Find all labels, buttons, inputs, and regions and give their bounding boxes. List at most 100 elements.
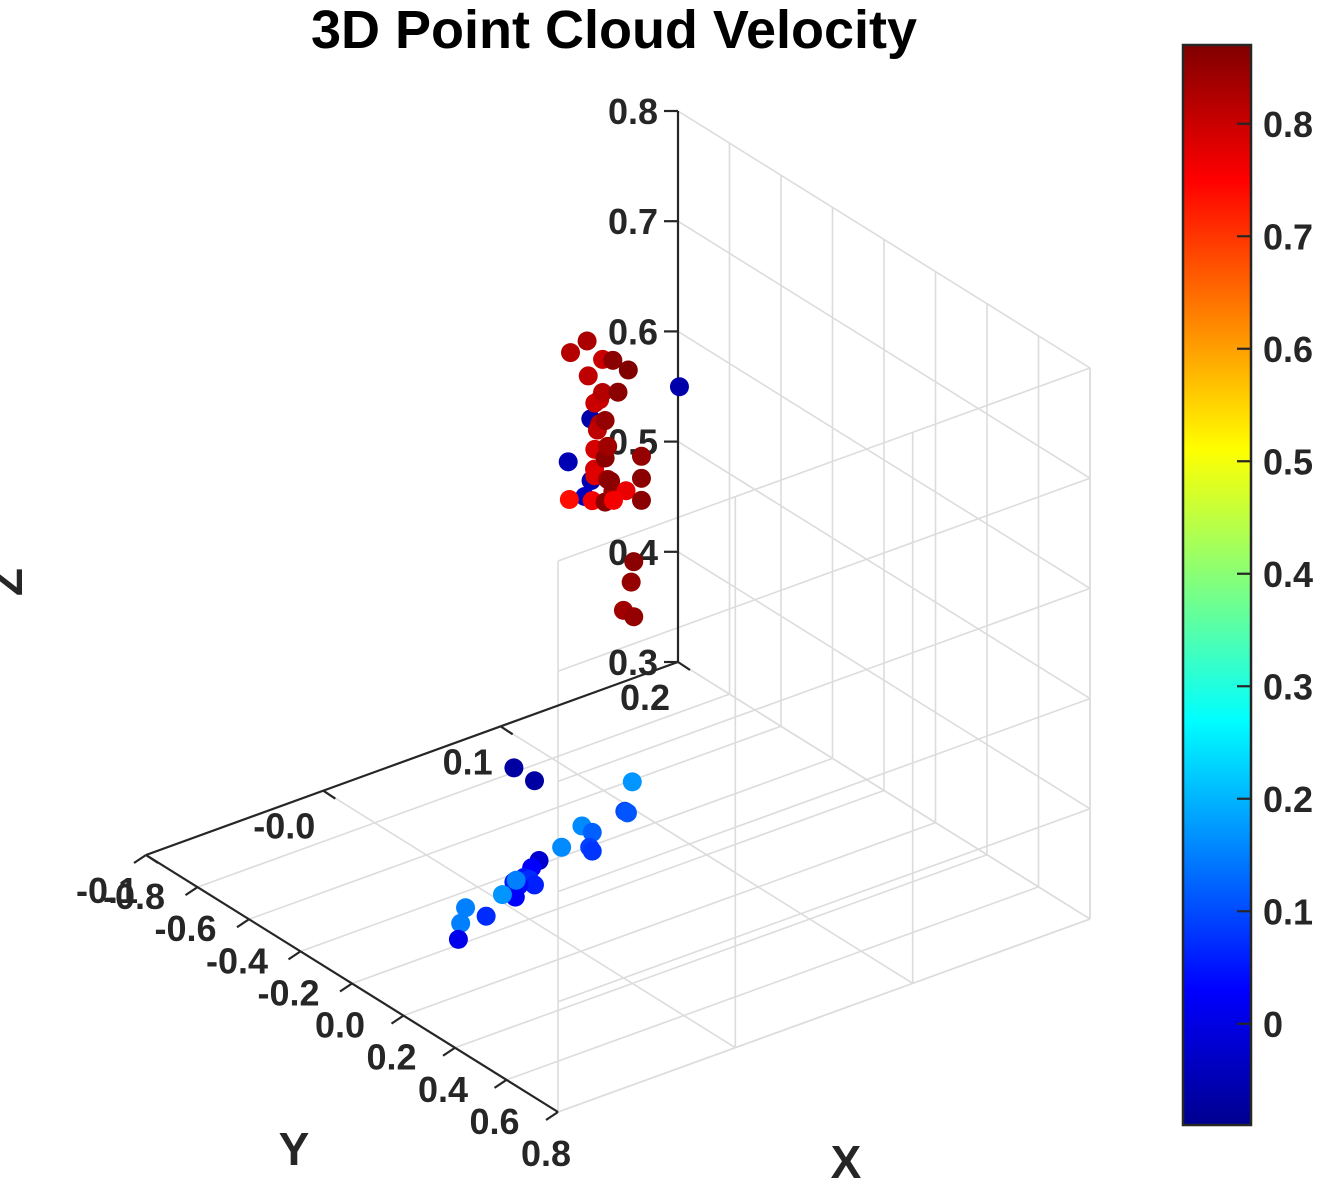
grid-line: [677, 440, 1091, 700]
data-point: [621, 572, 641, 592]
x-tick-label: 0.6: [469, 1101, 519, 1142]
x-tick-mark: [390, 1014, 405, 1025]
y-tick-mark: [500, 725, 514, 736]
grid-line: [557, 808, 1091, 1003]
data-point: [601, 471, 621, 491]
grid-line: [677, 330, 1091, 590]
x-tick-mark: [545, 1111, 559, 1121]
data-point: [456, 898, 476, 918]
data-point: [669, 377, 689, 397]
colorbar-tick-label: 0: [1263, 1004, 1283, 1045]
colorbar-tick-label: 0.8: [1263, 104, 1313, 145]
x-tick-mark: [339, 982, 353, 993]
data-point: [577, 331, 597, 351]
x-tick-label: -0.8: [103, 876, 165, 917]
data-point: [593, 382, 613, 402]
tick-labels: 0.30.40.50.60.70.8-0.1-0.00.10.2-0.8-0.6…: [76, 91, 670, 1174]
y-axis-label: Y: [279, 1123, 310, 1175]
data-point: [451, 913, 471, 933]
colorbar-tick-label: 0.4: [1263, 554, 1313, 595]
data-point: [631, 490, 651, 510]
x-tick-label: -0.6: [154, 908, 216, 949]
z-tick-label: 0.6: [608, 311, 658, 352]
y-tick-label: -0.0: [253, 806, 315, 847]
data-point: [524, 875, 544, 895]
data-point: [624, 607, 644, 627]
y-tick-label: 0.2: [620, 677, 670, 718]
grid-line: [677, 220, 1091, 479]
data-point: [617, 803, 637, 823]
colorbar-tick-label: 0.5: [1263, 441, 1313, 482]
grid-line: [557, 587, 1091, 783]
x-tick-mark: [493, 1078, 508, 1089]
z-axis-label: Z: [0, 568, 32, 596]
chart-title: 3D Point Cloud Velocity: [311, 0, 917, 60]
x-tick-mark: [442, 1046, 456, 1057]
y-tick-label: -0.1: [76, 870, 138, 911]
y-tick-mark: [322, 789, 336, 800]
data-point: [559, 489, 579, 509]
data-point: [624, 552, 644, 572]
colorbar-tick-label: 0.7: [1263, 216, 1313, 257]
z-tick-label: 0.8: [608, 91, 658, 132]
data-point: [578, 366, 598, 386]
data-point: [558, 452, 578, 472]
data-point: [582, 822, 602, 842]
grid-line: [351, 789, 885, 985]
grid-line: [454, 853, 988, 1049]
data-point: [476, 906, 496, 926]
grid-line: [506, 886, 1039, 1081]
z-tick-label: 0.7: [608, 201, 658, 242]
data-point: [448, 929, 468, 949]
x-tick-label: 0.0: [315, 1005, 365, 1046]
data-point: [492, 885, 512, 905]
grid-line: [197, 693, 730, 888]
data-points: [448, 331, 689, 949]
y-axis-line: [145, 660, 679, 857]
grid-line: [248, 725, 782, 921]
grid-line: [403, 821, 936, 1017]
colorbar-tick-label: 0.2: [1263, 779, 1313, 820]
data-point: [525, 771, 545, 791]
data-point: [561, 343, 581, 363]
colorbar-tick-label: 0.3: [1263, 666, 1313, 707]
colorbar-tick-label: 0.1: [1263, 891, 1313, 932]
y-tick-mark: [145, 854, 159, 864]
grid-line: [557, 697, 1091, 893]
grid-line: [322, 789, 736, 1049]
data-point: [603, 490, 623, 510]
x-tick-label: -0.4: [206, 940, 268, 981]
grid-line: [677, 110, 1091, 369]
data-point: [595, 411, 615, 431]
colorbar: 0 0.1 0.2 0.3 0.4 0.5 0.6 0.7 0.8: [1181, 43, 1313, 1127]
axes-lines: [133, 109, 691, 1121]
z-tick-label: 0.3: [608, 642, 658, 683]
data-point: [504, 758, 524, 778]
data-point: [631, 446, 651, 466]
data-point: [618, 360, 638, 380]
data-point: [608, 382, 628, 402]
grid-line: [677, 551, 1091, 810]
grid-line: [677, 661, 1091, 920]
data-point: [603, 350, 623, 370]
grid-line: [557, 918, 1091, 1113]
data-point: [631, 468, 651, 488]
x-tick-mark: [133, 854, 147, 864]
data-point: [622, 772, 642, 792]
x-tick-mark: [236, 918, 250, 929]
x-tick-mark: [287, 950, 302, 961]
grid-line: [500, 725, 914, 985]
x-axis-label: X: [831, 1136, 862, 1183]
x-tick-label: 0.8: [521, 1133, 571, 1174]
grid-line: [557, 367, 1091, 562]
x-tick-mark: [184, 886, 199, 897]
data-point: [506, 870, 526, 890]
data-point: [582, 841, 602, 861]
x-tick-label: 0.2: [366, 1037, 416, 1078]
grid-line: [557, 477, 1091, 672]
colorbar-tick-label: 0.6: [1263, 329, 1313, 370]
x-tick-label: -0.2: [257, 972, 319, 1013]
data-point: [552, 837, 572, 857]
y-tick-label: 0.1: [443, 741, 493, 782]
